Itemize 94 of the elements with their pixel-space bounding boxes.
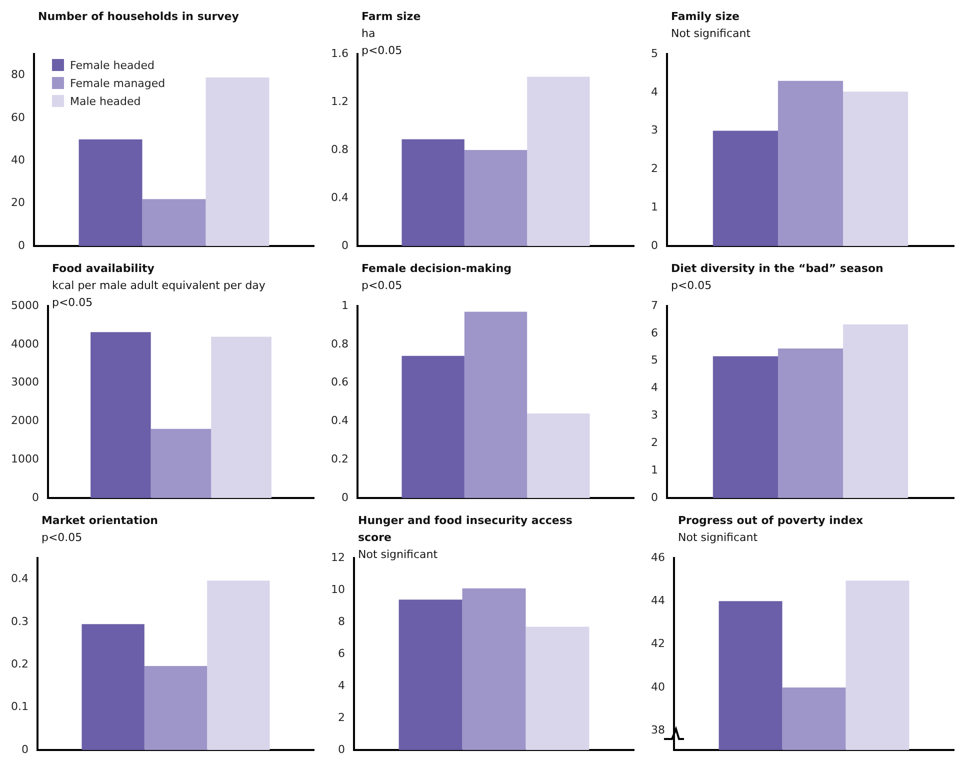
y-tick-label: 0.4: [330, 414, 348, 428]
y-tick-label: 0.3: [10, 614, 28, 628]
y-tick-label: 0: [18, 238, 25, 252]
chart-title: Female decision-making: [361, 261, 513, 277]
bar: [90, 332, 151, 498]
y-tick-label: 8: [338, 614, 345, 628]
bar: [150, 428, 212, 498]
y-tick-label: 4000: [10, 337, 39, 350]
y-tick-label: 4: [651, 85, 658, 98]
y-tick-label: 2: [651, 436, 658, 449]
y-tick-label: 5: [651, 354, 658, 367]
y-tick-label: 0.2: [330, 452, 348, 466]
chart-title: Food availability: [52, 261, 156, 277]
y-tick-label: 2: [338, 710, 345, 724]
y-tick-label: 40: [10, 154, 25, 167]
y-tick-label: 0.2: [10, 658, 28, 671]
bar: [527, 76, 590, 246]
y-tick-label: 20: [10, 196, 25, 210]
y-tick-label: 6: [338, 646, 345, 660]
y-tick-label: 1.2: [330, 94, 348, 108]
y-tick-label: 1: [651, 463, 658, 476]
y-tick-label: 0: [651, 238, 658, 252]
y-tick-label: 0.4: [330, 190, 348, 204]
chart-title: Farm size: [361, 9, 422, 25]
y-tick-label: 0.6: [330, 376, 348, 389]
chart-title: Number of households in survey: [38, 9, 240, 25]
bar: [402, 356, 464, 498]
y-tick-label: 1000: [10, 452, 39, 466]
bar: [398, 600, 462, 750]
y-tick-label: 80: [10, 68, 25, 82]
bar: [843, 92, 908, 246]
bar: [402, 139, 464, 246]
chart-subtitle: p<0.05: [41, 530, 84, 546]
chart-subtitle: Not significant: [670, 26, 752, 42]
y-tick-label: 10: [330, 582, 345, 596]
y-tick-label: 0: [21, 742, 28, 756]
y-tick-label: 60: [10, 110, 25, 124]
chart-subtitle: ha p<0.05: [361, 26, 404, 59]
y-tick-label: 7: [651, 298, 658, 312]
bar: [464, 150, 528, 246]
legend-label: Female managed: [70, 76, 166, 90]
bar: [211, 336, 272, 498]
bar: [82, 624, 144, 750]
chart-title: Hunger and food insecurity access score: [358, 513, 574, 546]
chart-subtitle: p<0.05: [670, 278, 713, 294]
chart-title: Family size: [670, 9, 740, 25]
y-tick-label: 0: [341, 238, 348, 252]
y-tick-label: 3: [651, 408, 658, 422]
bar: [206, 77, 270, 246]
bar: [464, 312, 528, 498]
bar: [142, 199, 206, 246]
y-tick-label: 4: [338, 678, 345, 692]
y-tick-label: 3: [651, 124, 658, 137]
y-tick-label: 40: [650, 680, 665, 694]
y-tick-label: 4: [651, 381, 658, 394]
y-tick-label: 2: [651, 162, 658, 176]
y-tick-label: 1: [341, 298, 348, 312]
chart-subtitle: Not significant: [678, 530, 759, 546]
y-tick-label: 1: [651, 200, 658, 214]
bar: [78, 139, 142, 246]
chart-title: Progress out of poverty index: [678, 513, 864, 529]
y-tick-label: 38: [650, 723, 665, 736]
bar: [527, 414, 590, 498]
y-tick-label: 1.6: [330, 46, 348, 60]
bar: [778, 80, 844, 246]
y-tick-label: 5: [651, 46, 658, 60]
y-tick-label: 0: [651, 490, 658, 504]
y-tick-label: 0: [338, 742, 345, 756]
y-tick-label: 3000: [10, 376, 39, 389]
y-tick-label: 42: [650, 637, 665, 650]
y-tick-label: 0.1: [10, 700, 28, 714]
legend-label: Male headed: [70, 94, 141, 108]
bar: [144, 666, 208, 750]
y-tick-label: 46: [650, 550, 665, 564]
y-tick-label: 0: [32, 490, 39, 504]
legend-label: Female headed: [70, 58, 154, 72]
chart-subtitle: p<0.05: [361, 278, 404, 294]
y-tick-label: 0.8: [330, 337, 348, 350]
chart-title: Market orientation: [41, 513, 159, 529]
bar: [712, 130, 778, 246]
chart-subtitle: kcal per male adult equivalent per day p<0.05: [52, 278, 266, 311]
y-tick-label: 0: [341, 490, 348, 504]
y-tick-label: 12: [330, 550, 345, 564]
y-tick-label: 6: [651, 326, 658, 340]
chart-title: Diet diversity in the “bad” season: [670, 261, 884, 277]
y-tick-label: 0.8: [330, 142, 348, 156]
y-tick-label: 2000: [10, 414, 39, 428]
y-tick-label: 0.4: [10, 572, 28, 586]
y-tick-label: 44: [650, 594, 665, 608]
bar: [207, 580, 270, 750]
chart-subtitle: Not significant: [358, 547, 439, 563]
bar: [462, 588, 526, 750]
y-tick-label: 5000: [10, 298, 39, 312]
bar: [526, 626, 590, 750]
